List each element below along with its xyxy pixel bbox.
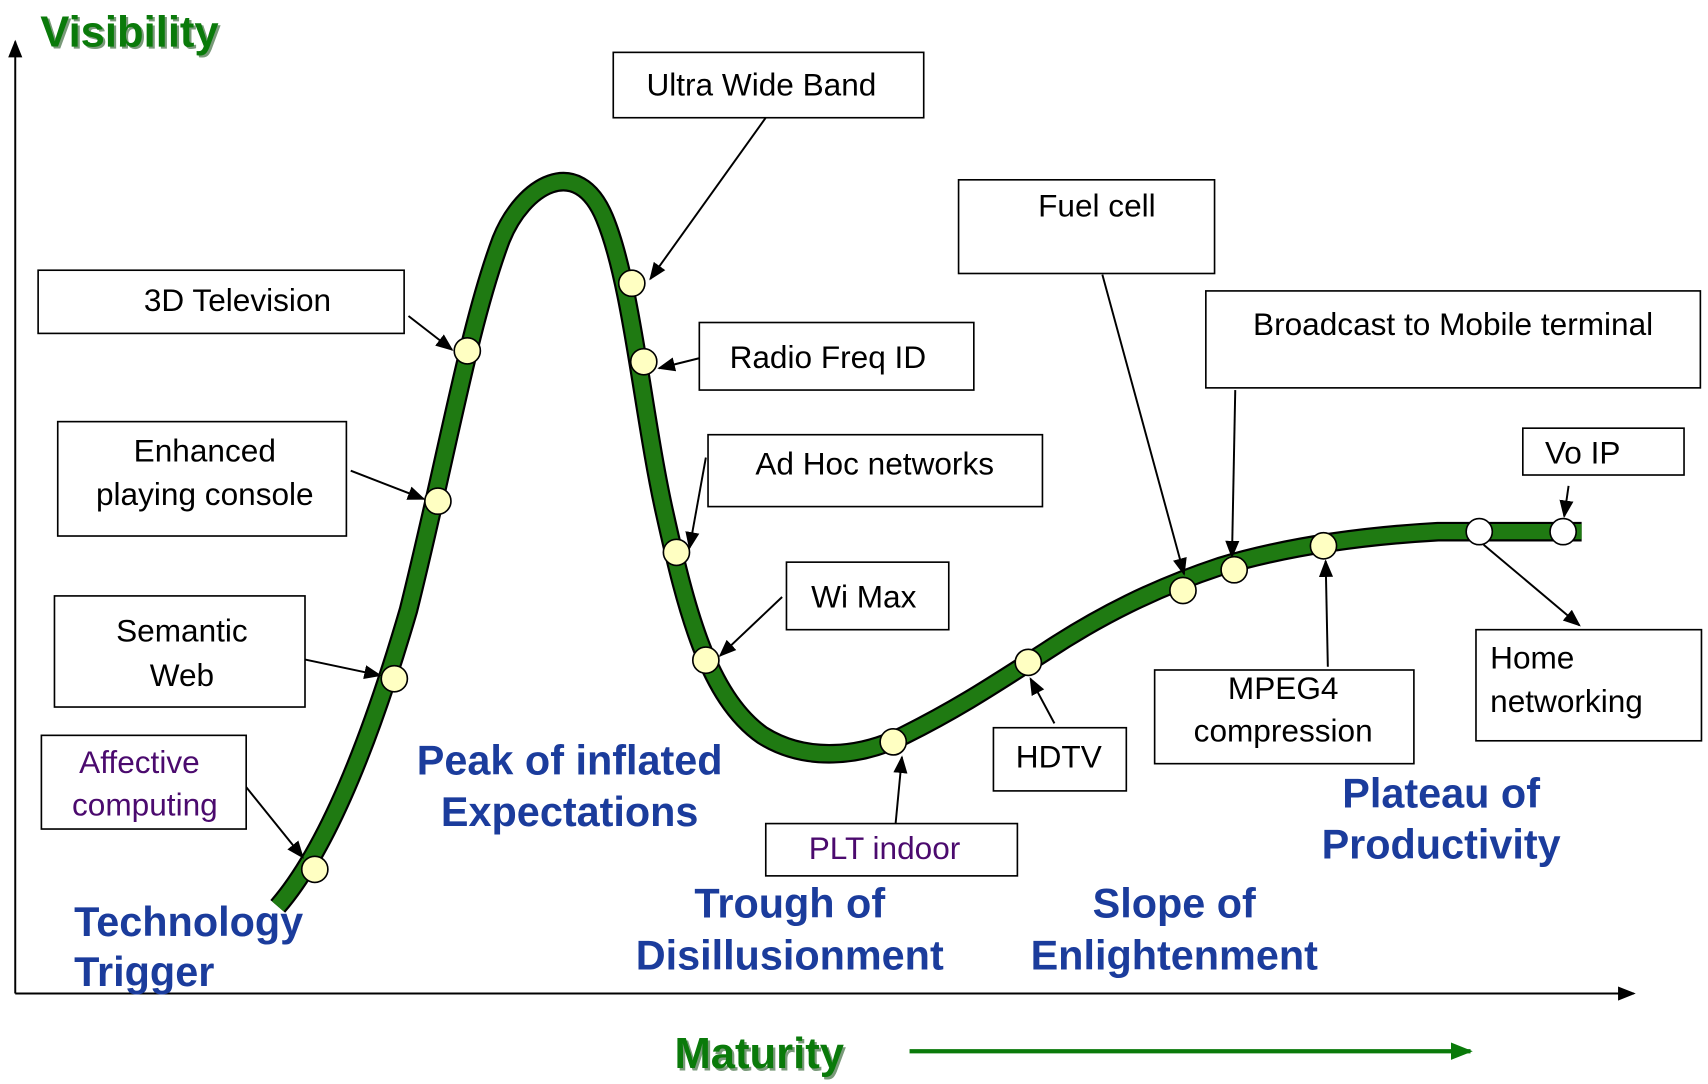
phase-label: Trigger <box>74 949 214 995</box>
pointer <box>718 596 783 658</box>
dot <box>879 727 908 756</box>
tech-label: playing console <box>96 476 314 512</box>
pointer <box>685 457 707 550</box>
pointer <box>1225 390 1240 559</box>
tech-label: HDTV <box>1016 739 1102 775</box>
label-box <box>957 178 1216 275</box>
pointer <box>302 658 382 680</box>
label-box <box>764 822 1019 877</box>
tech-label: Ad Hoc networks <box>755 446 994 482</box>
dot <box>424 487 452 516</box>
phase-label: Productivity <box>1322 821 1561 867</box>
dot <box>1220 555 1249 584</box>
x-axis-title: Maturity <box>675 1030 844 1078</box>
pointer <box>243 783 304 859</box>
tech-label: Fuel cell <box>1038 187 1156 223</box>
tech-label: Radio Freq ID <box>730 339 927 375</box>
phases: Technology Trigger Peak of inflated Expe… <box>74 738 1561 995</box>
y-axis-title-shadow: Visibility <box>42 11 220 59</box>
dot <box>617 269 646 298</box>
phase-label: Peak of inflated <box>417 738 723 784</box>
pointer <box>657 356 703 372</box>
dot <box>300 855 329 884</box>
tech-label: Affective <box>79 744 200 780</box>
tech-label: Enhanced <box>134 433 276 469</box>
tech-label: networking <box>1490 683 1643 719</box>
dot <box>1465 517 1494 546</box>
dot <box>629 347 658 376</box>
tech-label: Vo IP <box>1545 435 1621 471</box>
tech-label: Web <box>150 657 214 693</box>
label-box <box>992 726 1128 792</box>
pointer <box>1559 485 1574 519</box>
phase-label: Technology <box>74 899 303 945</box>
label-box <box>698 321 975 391</box>
pointer <box>893 755 908 826</box>
tech-label: 3D Television <box>144 282 331 318</box>
pointer <box>1101 274 1187 576</box>
dot <box>380 664 409 693</box>
tech-label: Semantic <box>116 612 248 648</box>
phase-label: Enlightenment <box>1031 933 1319 979</box>
technologies: Ultra Wide Band 3D Television Radio Freq… <box>37 51 1703 877</box>
tech-label: PLT indoor <box>809 830 961 866</box>
dot <box>1549 517 1578 546</box>
phase-label: Trough of <box>694 880 885 926</box>
label-box <box>1153 669 1415 765</box>
phase-label: Plateau of <box>1342 770 1540 816</box>
pointers <box>243 117 1581 859</box>
phase-label: Slope of <box>1093 880 1256 926</box>
dot <box>691 646 720 675</box>
label-box <box>707 433 1044 508</box>
label-box <box>785 561 950 631</box>
dot <box>453 336 482 365</box>
dot <box>1309 531 1338 560</box>
dots <box>300 269 1578 884</box>
pointer <box>350 469 426 500</box>
phase-label: Expectations <box>441 789 699 835</box>
label-box <box>40 734 247 830</box>
tech-label: Ultra Wide Band <box>646 67 876 103</box>
tech-label: Home <box>1490 640 1574 676</box>
dot <box>1014 648 1043 677</box>
label-box <box>37 269 405 335</box>
y-axis-title: Visibility <box>40 8 218 56</box>
tech-label: computing <box>72 787 218 823</box>
tech-label: compression <box>1194 713 1373 749</box>
pointer <box>1318 559 1334 667</box>
dot <box>1169 576 1197 605</box>
pointer <box>1029 677 1056 724</box>
label-box <box>56 420 348 537</box>
label-box <box>1205 290 1702 389</box>
tech-label: MPEG4 <box>1228 670 1339 706</box>
label-box <box>1522 427 1685 476</box>
pointer <box>1482 543 1581 627</box>
pointer <box>407 315 454 351</box>
label-box <box>1475 628 1703 742</box>
tech-label: Wi Max <box>811 579 916 615</box>
label-box <box>612 51 925 119</box>
pointer <box>649 117 767 281</box>
dot <box>662 538 691 567</box>
label-box <box>53 595 306 708</box>
x-axis-title-shadow: Maturity <box>677 1032 846 1080</box>
phase-label: Disillusionment <box>636 933 944 979</box>
tech-label: Broadcast to Mobile terminal <box>1253 306 1653 342</box>
